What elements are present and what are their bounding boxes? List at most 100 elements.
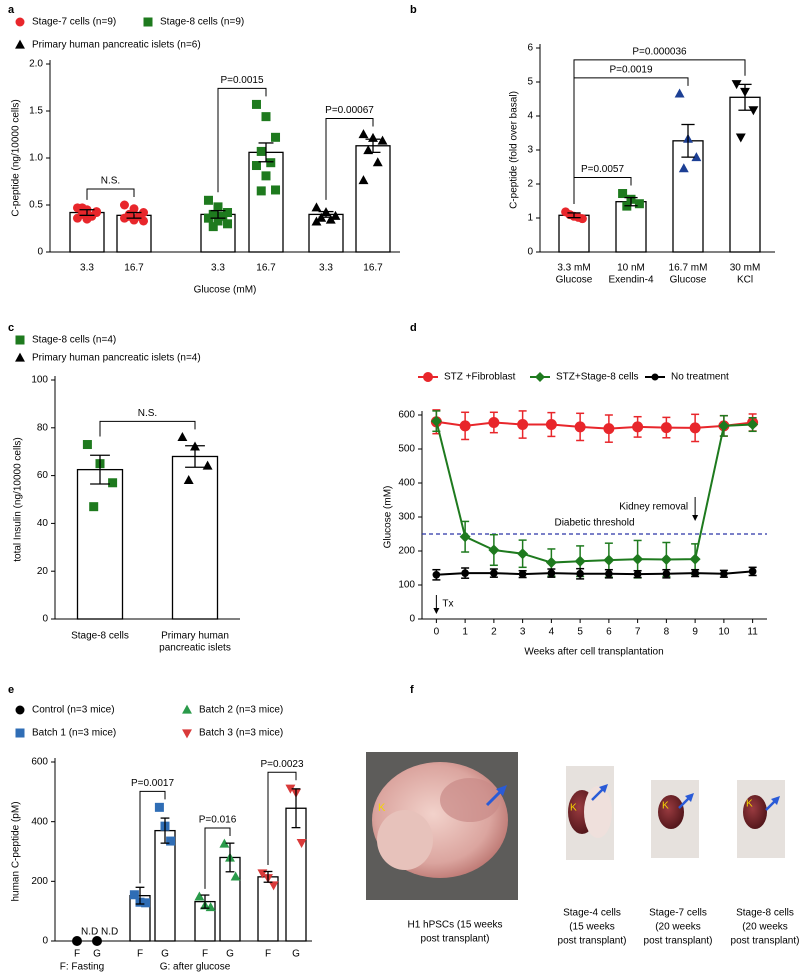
caption: (20 weeks [655,922,701,933]
x-tick-label: 1 [462,627,468,638]
x-tick-label: G [93,949,101,960]
x-tick-label: 3 [520,627,526,638]
comparison-label: P=0.0023 [260,759,304,770]
data-point [177,431,188,441]
data-point [618,189,628,199]
data-point [720,569,728,578]
y-tick-label: 0 [42,614,48,625]
x-tick-label: 3.3 [80,263,94,274]
data-point [735,133,746,143]
comparison-bracket [267,771,297,865]
x-tick-label: Glucose [556,275,593,286]
data-point [223,219,233,229]
data-point [311,202,322,212]
data-point [92,936,102,946]
legend-label: Batch 1 (n=3 mice) [32,728,116,739]
arrow-head [433,608,440,614]
y-tick-label: 0 [409,614,415,625]
y-tick-label: 1 [527,213,533,224]
y-tick-label: 40 [37,518,49,529]
x-tick-label: 16.7 [256,263,276,274]
data-point [731,80,742,90]
y-tick-label: 500 [398,444,415,455]
x-tick-label: Stage-8 cells [71,631,129,642]
data-point [194,891,205,901]
data-point [166,836,176,846]
data-point [517,548,529,560]
data-point [518,570,527,578]
legend-marker [182,704,192,714]
data-point [459,531,471,543]
bar [729,96,761,253]
data-point [219,838,230,848]
data-point [129,890,139,900]
y-tick-label: 3 [527,145,533,156]
x-tick-label: 30 mM [730,263,761,274]
data-point [108,478,118,488]
series-line [435,420,753,564]
bar [154,829,176,942]
x-tick-label: 3.3 [211,263,225,274]
x-tick-label: F [202,949,208,960]
x-tick-label: G [161,949,169,960]
x-tick-label: 10 [718,627,730,638]
x-tick-label: F [137,949,143,960]
kidney-marker: K [378,802,386,814]
data-point [141,898,151,908]
comparison-bracket [99,420,196,437]
tissue [440,778,500,822]
caption: post transplant) [731,936,799,947]
x-tick-label: 5 [577,627,583,638]
legend-label: Stage-8 cells (n=4) [32,335,116,346]
data-point [517,419,529,431]
y-tick-label: 2 [527,179,533,190]
comparison-label: N.S. [101,176,120,187]
data-point [271,132,281,142]
arrow-head [771,796,780,805]
data-point [223,208,233,218]
data-point [213,216,223,226]
y-axis-label: C-peptide (fold over basal) [509,91,520,209]
data-point [208,209,218,219]
data-point [311,216,322,226]
panel-letter: a [8,4,15,16]
data-point [119,200,129,210]
data-point [432,570,441,579]
legend-label: Control (n=3 mice) [32,705,115,716]
legend-label: No treatment [671,372,729,383]
bar [171,455,219,620]
data-point [632,553,644,565]
data-point [358,129,369,139]
legend-label: Stage-7 cells (n=9) [32,17,116,28]
note: N.D [101,927,118,938]
comparison-label: P=0.000036 [632,47,687,58]
comparison-bracket [204,827,231,889]
x-tick-label: 8 [664,627,670,638]
panel-f: f K H1 hPSCs (15 weeks post transplant) … [366,684,799,947]
caption: post transplant) [421,934,490,945]
x-tick-label: Exendin-4 [608,275,653,286]
y-tick-label: 400 [398,478,415,489]
x-axis-label: F: Fasting [60,962,104,973]
data-point [574,555,586,567]
x-tick-label: 7 [635,627,641,638]
data-point [633,570,642,578]
comparison-label: P=0.0015 [220,75,264,86]
comparison-label: N.S. [138,408,157,419]
y-tick-label: 300 [398,512,415,523]
data-point [296,838,307,848]
x-tick-label: 6 [606,627,612,638]
data-point [261,171,271,181]
y-tick-label: 1.0 [29,153,43,164]
caption: Stage-4 cells [563,908,621,919]
y-axis-label: Glucose (mM) [383,486,394,549]
note: N.D [81,927,98,938]
y-axis-label: C-peptide (ng/10000 cells) [11,99,22,216]
data-point [547,569,556,577]
x-tick-label: 16.7 [124,263,144,274]
data-point [271,185,281,195]
legend-marker [15,705,25,715]
annotation: Kidney removal [619,502,688,513]
y-tick-label: 6 [527,43,533,54]
